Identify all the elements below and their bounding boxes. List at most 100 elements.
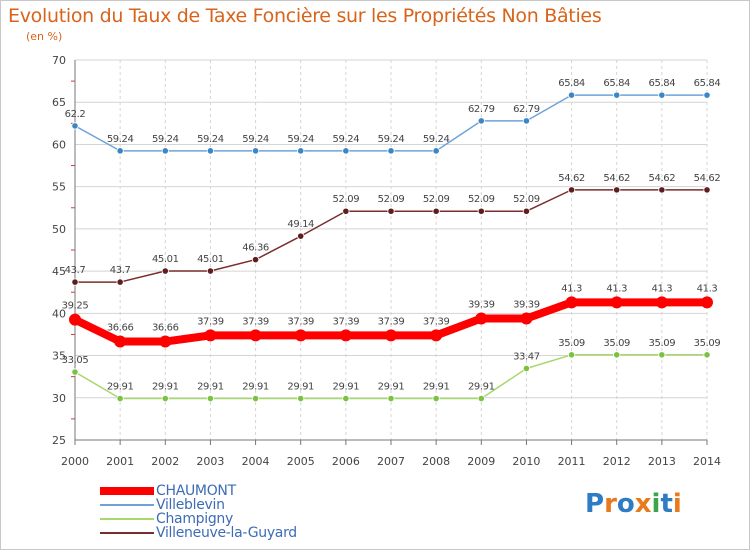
legend-label: Villeblevin	[156, 497, 225, 513]
x-tick-label: 2013	[648, 455, 676, 468]
data-point-champigny	[522, 364, 531, 373]
data-point-villeblevin	[297, 147, 305, 155]
y-tick-label: 55	[52, 181, 66, 194]
data-point-champigny	[71, 368, 79, 376]
data-label-villeneuve-la-guyard: 45.01	[197, 254, 224, 265]
data-point-chaumont	[701, 296, 713, 309]
data-label-villeneuve-la-guyard: 49.14	[287, 219, 314, 230]
data-point-villeblevin	[703, 91, 711, 99]
data-label-champigny: 29.91	[197, 382, 224, 393]
data-label-villeneuve-la-guyard: 54.62	[558, 173, 585, 184]
data-point-chaumont	[610, 296, 623, 309]
data-label-champigny: 35.09	[603, 338, 630, 349]
data-label-chaumont: 41.3	[697, 283, 718, 294]
data-point-champigny	[477, 394, 485, 403]
data-point-chaumont	[339, 329, 352, 342]
data-point-champigny	[613, 351, 621, 359]
legend-label: Champigny	[156, 511, 233, 527]
data-label-champigny: 29.91	[378, 382, 405, 393]
data-point-villeblevin	[658, 91, 666, 99]
logo-letter: P	[585, 489, 605, 519]
data-point-champigny	[161, 394, 169, 403]
x-tick-label: 2006	[332, 455, 360, 468]
x-tick-label: 2001	[106, 455, 134, 468]
data-point-villeblevin	[251, 147, 260, 155]
data-label-champigny: 29.91	[468, 382, 495, 393]
data-label-chaumont: 37.39	[423, 316, 450, 327]
data-label-villeblevin: 65.84	[603, 78, 630, 89]
data-label-champigny: 35.09	[694, 338, 721, 349]
data-point-villeneuve-la-guyard	[342, 207, 350, 215]
data-point-champigny	[116, 394, 124, 403]
data-label-villeblevin: 62.79	[468, 104, 495, 115]
data-point-villeneuve-la-guyard	[703, 186, 711, 194]
data-point-villeneuve-la-guyard	[71, 278, 79, 286]
data-label-chaumont: 36.66	[107, 323, 134, 334]
data-label-champigny: 29.91	[423, 382, 450, 393]
x-tick-label: 2011	[558, 455, 586, 468]
proxiti-logo: Proxiti	[585, 489, 682, 519]
data-label-villeneuve-la-guyard: 54.62	[649, 173, 676, 184]
legend-swatch	[100, 518, 154, 520]
data-point-chaumont	[204, 329, 217, 342]
data-label-villeblevin: 65.84	[694, 78, 721, 89]
data-point-villeneuve-la-guyard	[206, 267, 215, 275]
x-tick-label: 2002	[151, 455, 179, 468]
y-tick-label: 40	[52, 307, 66, 320]
logo-letter: i	[651, 489, 661, 519]
data-point-villeblevin	[567, 91, 576, 99]
data-label-chaumont: 41.3	[652, 283, 673, 294]
data-point-chaumont	[655, 296, 668, 309]
data-label-chaumont: 37.39	[242, 316, 269, 327]
legend: CHAUMONT Villeblevin Champigny Villeneuve-l…	[100, 484, 297, 540]
data-label-villeblevin: 59.24	[197, 134, 224, 145]
data-point-villeneuve-la-guyard	[613, 186, 621, 194]
x-tick-label: 2003	[196, 455, 224, 468]
data-label-chaumont: 37.39	[333, 316, 360, 327]
data-point-villeneuve-la-guyard	[432, 207, 440, 215]
y-tick-label: 60	[52, 138, 66, 151]
data-point-champigny	[703, 351, 711, 359]
data-label-villeneuve-la-guyard: 52.09	[513, 194, 540, 205]
x-tick-label: 2005	[287, 455, 315, 468]
y-tick-label: 45	[52, 265, 66, 278]
y-tick-label: 30	[52, 392, 66, 405]
data-point-chaumont	[69, 313, 81, 326]
x-tick-label: 2007	[377, 455, 405, 468]
data-label-villeblevin: 62.79	[513, 104, 540, 115]
legend-item-villeblevin: Villeblevin	[100, 498, 297, 512]
data-label-villeneuve-la-guyard: 54.62	[694, 173, 721, 184]
data-label-champigny: 29.91	[242, 382, 269, 393]
data-point-villeblevin	[477, 117, 485, 125]
data-label-chaumont: 37.39	[197, 316, 224, 327]
data-point-villeneuve-la-guyard	[161, 267, 169, 275]
data-label-champigny: 29.91	[152, 382, 179, 393]
data-label-champigny: 29.91	[287, 382, 314, 393]
y-tick-label: 65	[52, 96, 66, 109]
data-point-villeneuve-la-guyard	[251, 256, 260, 264]
data-point-villeneuve-la-guyard	[522, 207, 531, 215]
data-label-villeneuve-la-guyard: 43.7	[110, 265, 131, 276]
logo-letter: i	[672, 489, 682, 519]
legend-item-champigny: Champigny	[100, 512, 297, 526]
data-point-villeblevin	[71, 122, 79, 130]
data-point-champigny	[432, 394, 440, 403]
data-point-champigny	[658, 351, 666, 359]
data-label-villeblevin: 59.24	[242, 134, 269, 145]
logo-letter: r	[604, 489, 617, 519]
data-label-villeneuve-la-guyard: 43.7	[65, 265, 86, 276]
data-label-chaumont: 41.3	[561, 283, 582, 294]
logo-letter: x	[634, 489, 652, 519]
data-label-villeblevin: 62.2	[65, 109, 86, 120]
data-label-chaumont: 39.39	[513, 299, 540, 310]
data-label-champigny: 29.91	[107, 382, 134, 393]
data-point-champigny	[342, 394, 350, 403]
data-point-villeneuve-la-guyard	[567, 186, 576, 194]
legend-item-villeneuve-la-guyard: Villeneuve-la-Guyard	[100, 526, 297, 540]
legend-swatch	[100, 487, 154, 495]
data-label-villeneuve-la-guyard: 52.09	[378, 194, 405, 205]
data-label-villeblevin: 59.24	[287, 134, 314, 145]
x-tick-label: 2008	[422, 455, 450, 468]
data-point-champigny	[567, 351, 576, 359]
